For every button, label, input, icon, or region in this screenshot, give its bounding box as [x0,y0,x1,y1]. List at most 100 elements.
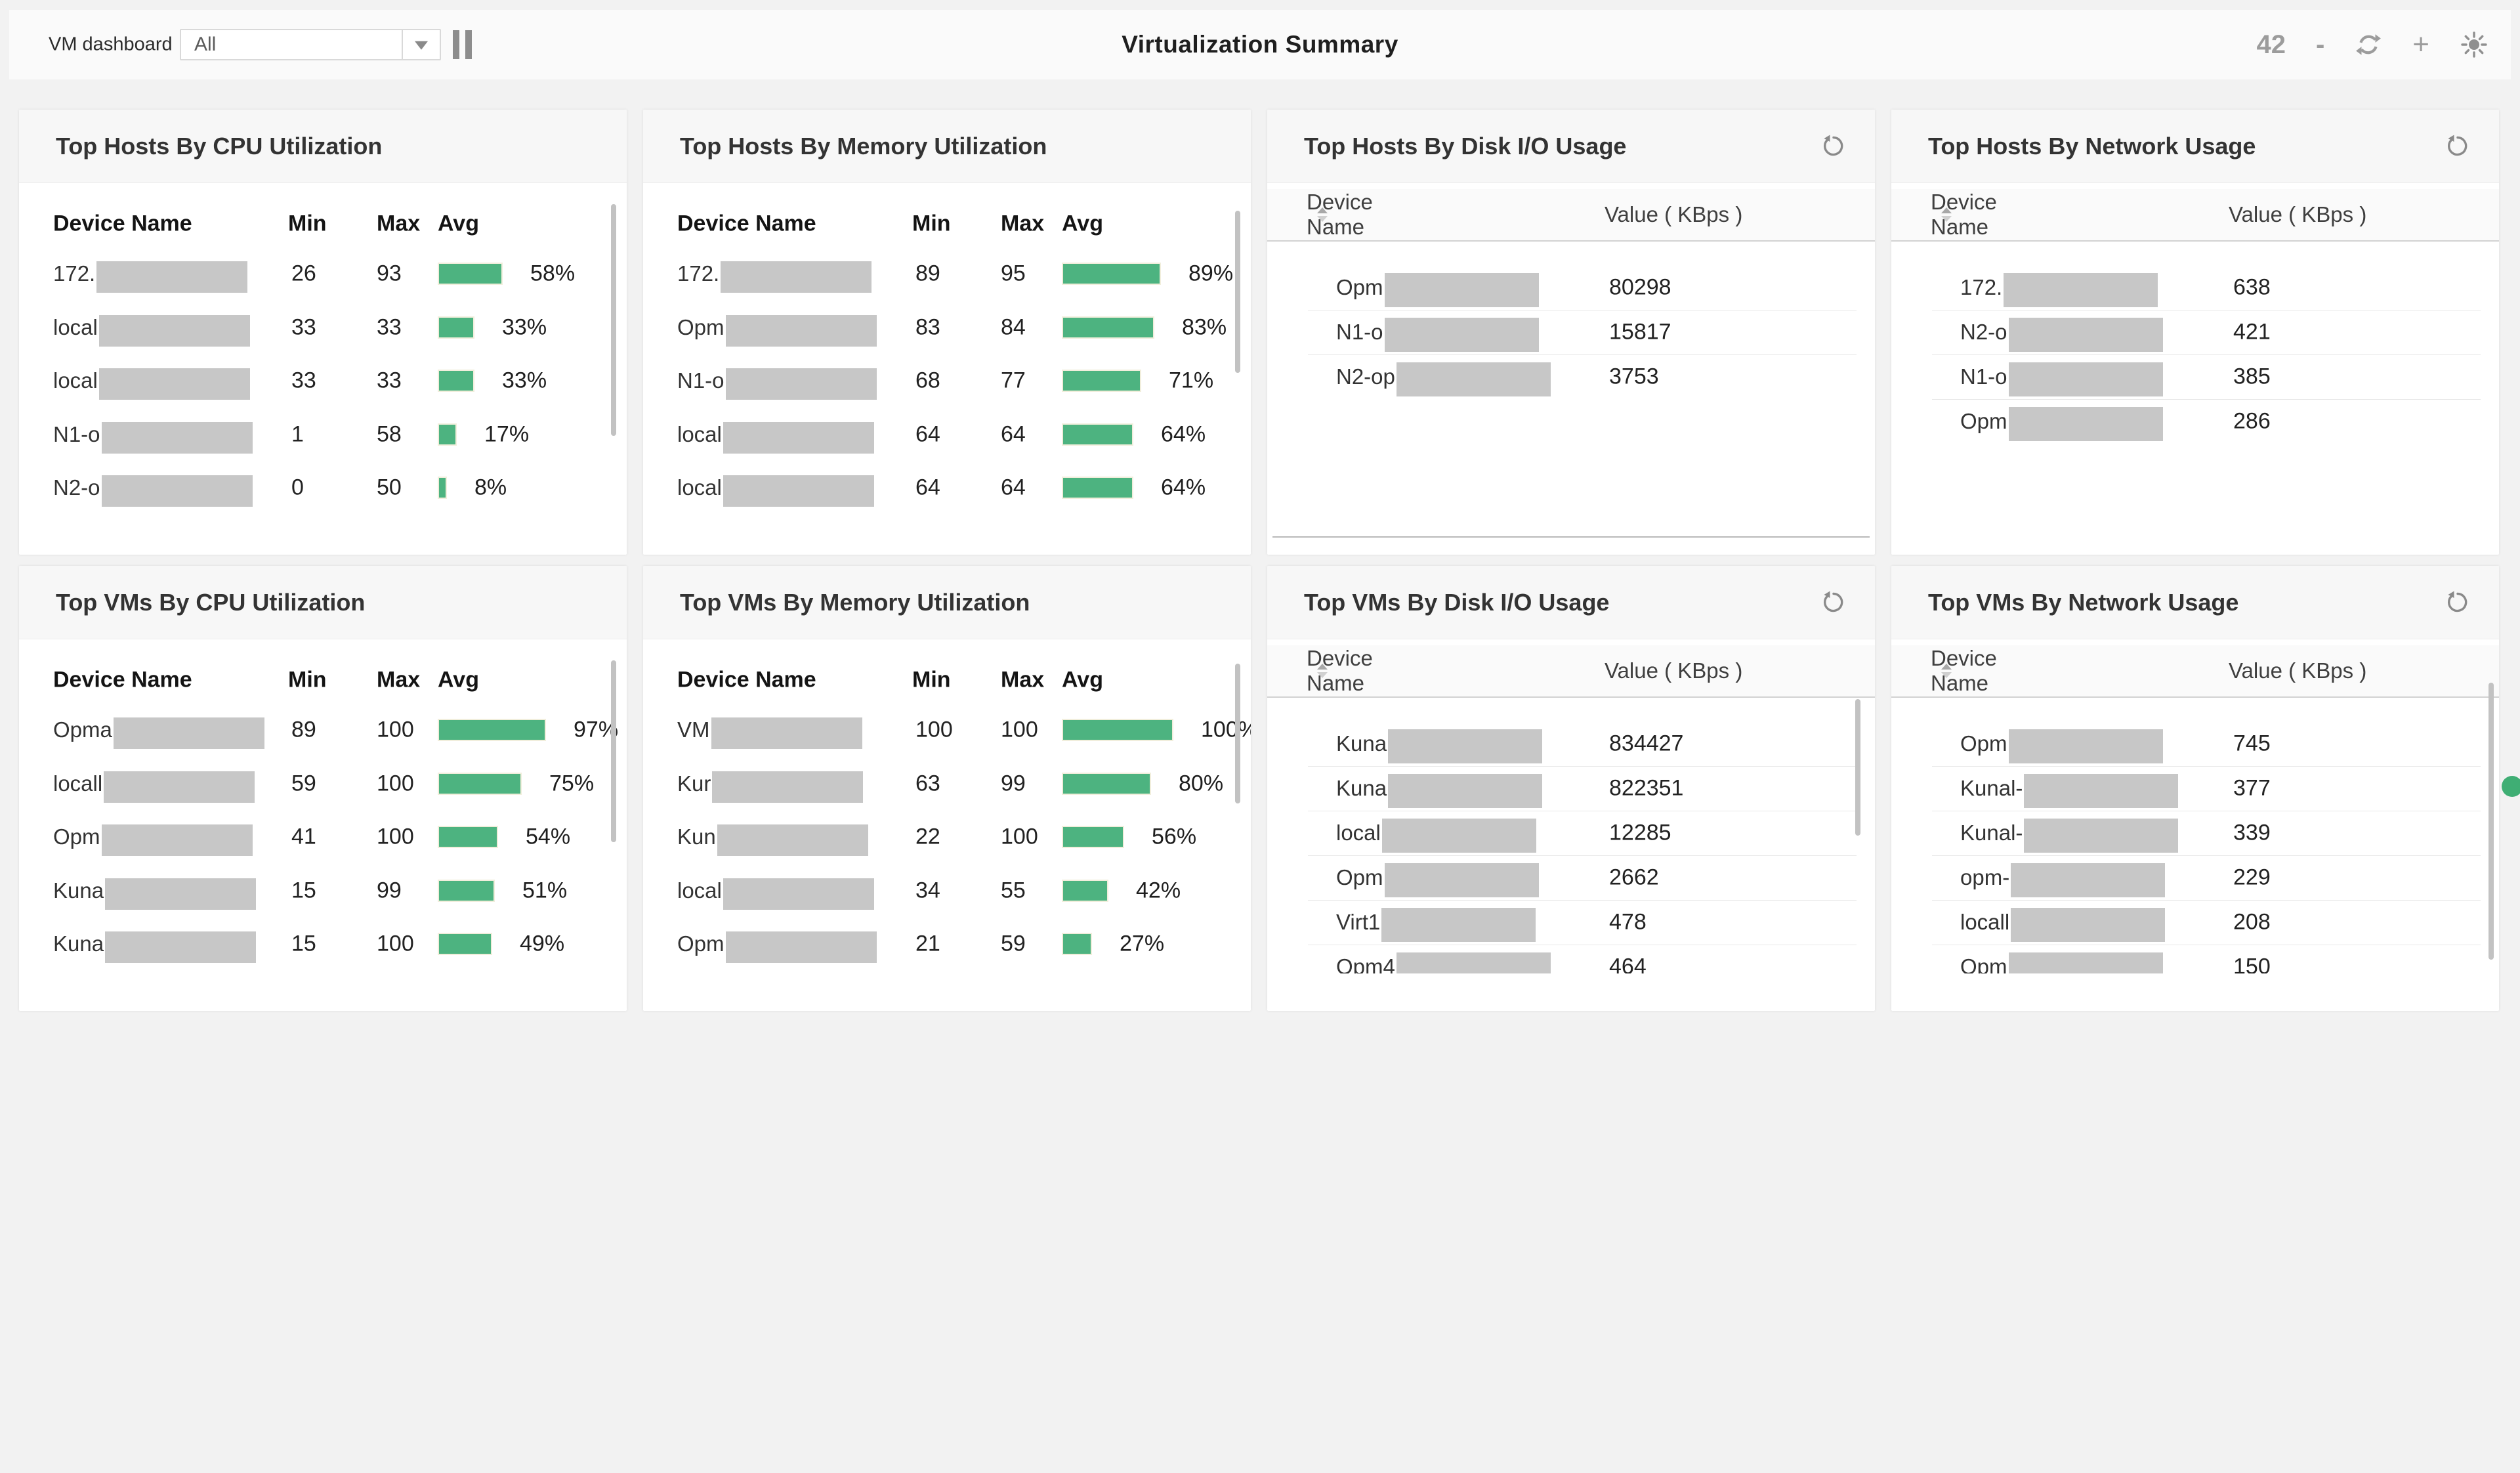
table-row[interactable]: Opm 41 100 54% [19,810,627,864]
table-row[interactable]: Opm4 464 [1267,945,1875,973]
table-row[interactable]: local 12285 [1267,811,1875,855]
column-header-max[interactable]: Max [377,211,421,236]
avg-percent: 8% [474,475,507,500]
table-row[interactable]: 172. 26 93 58% [19,247,627,301]
table-row[interactable]: Kunal- 377 [1891,766,2499,811]
redacted-device-name [1381,908,1536,942]
table-row[interactable]: N1-o 68 77 71% [643,354,1251,408]
table-row[interactable]: 172. 638 [1891,265,2499,310]
scrollbar-thumb[interactable] [2488,683,2494,960]
topbar-controls: 42 - + [2256,10,2488,79]
history-icon[interactable] [1821,591,1845,614]
table-row[interactable]: Opm 83 84 83% [643,301,1251,354]
table-row[interactable]: Opm 2662 [1267,855,1875,900]
table-row[interactable]: Kuna 15 99 51% [19,864,627,918]
sort-icon[interactable] [1317,207,1328,222]
table-row[interactable]: Opma 89 100 97% [19,703,627,757]
column-header-value[interactable]: Value ( KBps ) [2229,658,2367,683]
avg-percent: 64% [1161,475,1206,500]
table-row[interactable]: N2-o 0 50 8% [19,461,627,515]
column-header-device[interactable]: Device Name [677,211,816,236]
avg-bar [1062,933,1092,955]
column-header-value[interactable]: Value ( KBps ) [2229,202,2367,226]
table-row[interactable]: local 34 55 42% [643,864,1251,918]
table-row[interactable]: N1-o 385 [1891,354,2499,399]
sort-icon[interactable] [1317,664,1328,678]
column-header-min[interactable]: Min [912,667,951,693]
table-row[interactable]: Kuna 822351 [1267,766,1875,811]
table-row[interactable]: locall 208 [1891,900,2499,945]
redacted-device-name [711,717,862,749]
device-name-cell: VM [677,714,862,749]
dashboard-filter-dropdown[interactable]: All [180,29,441,60]
refresh-icon[interactable] [2355,31,2382,58]
table-row[interactable]: N1-o 15817 [1267,310,1875,354]
min-value: 15 [291,931,316,956]
table-row[interactable]: Opm 150 [1891,945,2499,973]
device-name-cell: local [677,875,874,910]
history-icon[interactable] [2445,591,2469,614]
device-name-cell: Kuna [53,928,257,963]
panel-title: Top VMs By Network Usage [1928,588,2239,616]
history-icon[interactable] [1821,135,1845,158]
scrollbar-thumb[interactable] [1235,664,1240,803]
device-name: Opm [1336,865,1383,889]
column-header-max[interactable]: Max [377,667,421,693]
dropdown-arrow-box[interactable] [402,30,440,59]
scrollbar-thumb[interactable] [1235,211,1240,373]
avg-bar [1062,880,1108,902]
table-row[interactable]: Kuna 15 100 49% [19,917,627,971]
table-row[interactable]: N2-op 3753 [1267,354,1875,399]
min-value: 100 [915,717,953,742]
table-row[interactable]: local 33 33 33% [19,301,627,354]
table-row[interactable]: Virt1 478 [1267,900,1875,945]
column-header-avg[interactable]: Avg [1062,667,1103,693]
column-header-avg[interactable]: Avg [438,667,479,693]
table-row[interactable]: Opm 21 59 27% [643,917,1251,971]
table-row[interactable]: N1-o 1 58 17% [19,408,627,461]
table-row[interactable]: opm- 229 [1891,855,2499,900]
table-row[interactable]: VM 100 100 100% [643,703,1251,757]
table-row[interactable]: N2-o 421 [1891,310,2499,354]
table-row[interactable]: locall 59 100 75% [19,757,627,811]
column-header-avg[interactable]: Avg [1062,211,1103,236]
column-header-device[interactable]: Device Name [677,667,816,693]
device-name-cell: N1-o [1960,360,2163,396]
table-row[interactable]: Kur 63 99 80% [643,757,1251,811]
pause-button[interactable] [453,29,472,60]
column-header-min[interactable]: Min [912,211,951,236]
history-icon[interactable] [2445,135,2469,158]
table-row[interactable]: local 33 33 33% [19,354,627,408]
column-header-avg[interactable]: Avg [438,211,479,236]
column-header-value[interactable]: Value ( KBps ) [1605,202,1743,226]
value-cell: 12285 [1609,820,1671,845]
column-header-min[interactable]: Min [288,211,327,236]
table-row[interactable]: Opm 745 [1891,721,2499,766]
sort-icon[interactable] [1941,664,1952,678]
column-header-device[interactable]: Device Name [53,211,192,236]
table-row[interactable]: 172. 89 95 89% [643,247,1251,301]
table-row[interactable]: local 64 64 64% [643,461,1251,515]
column-header-value[interactable]: Value ( KBps ) [1605,658,1743,683]
table-header-row: Device Name Value ( KBps ) [1891,645,2499,698]
table-row[interactable]: local 64 64 64% [643,408,1251,461]
row-separator [1932,766,2481,767]
column-header-max[interactable]: Max [1001,667,1045,693]
table-row[interactable]: Kunal- 339 [1891,811,2499,855]
zoom-out-button[interactable]: - [2315,30,2325,59]
table-row[interactable]: Kuna 834427 [1267,721,1875,766]
scrollbar-thumb[interactable] [611,204,616,436]
sort-icon[interactable] [1941,207,1952,222]
table-row[interactable]: Opm 80298 [1267,265,1875,310]
table-row[interactable]: Kun 22 100 56% [643,810,1251,864]
min-value: 89 [915,261,940,286]
table-row[interactable]: Opm 286 [1891,399,2499,444]
column-header-max[interactable]: Max [1001,211,1045,236]
scrollbar-thumb[interactable] [1855,699,1860,836]
zoom-in-button[interactable]: + [2412,28,2429,60]
column-header-device[interactable]: Device Name [53,667,192,693]
column-header-min[interactable]: Min [288,667,327,693]
brightness-icon[interactable] [2460,30,2488,59]
device-name: N1-o [677,368,724,393]
scrollbar-thumb[interactable] [611,660,616,842]
